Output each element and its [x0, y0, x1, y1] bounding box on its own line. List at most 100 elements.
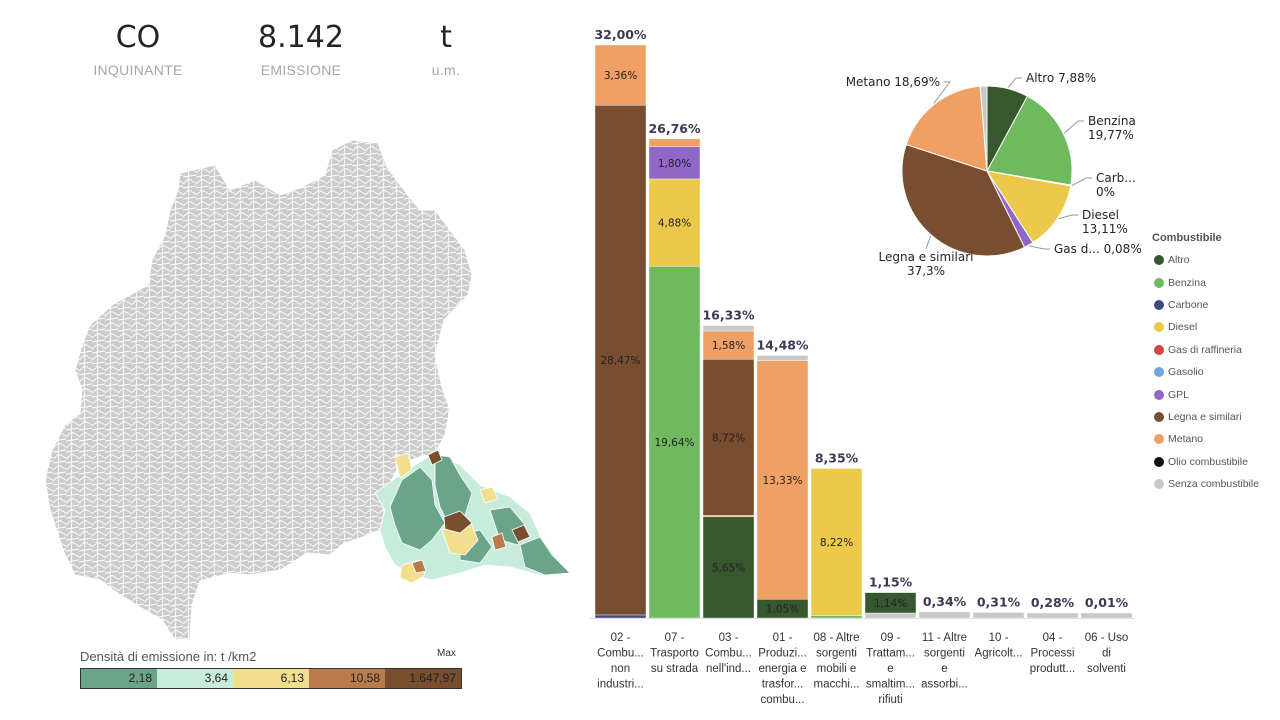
kpi-emission-value: 8.142 [258, 20, 344, 55]
bar-segment-label: 1,14% [874, 598, 907, 610]
bar-segment[interactable] [702, 515, 755, 518]
category-tick-label: 06 - Uso [1085, 632, 1128, 644]
bar-segment[interactable] [702, 359, 755, 516]
bar-segment[interactable] [810, 615, 863, 619]
bar-total-label: 16,33% [702, 308, 755, 323]
bar-segment[interactable] [648, 178, 701, 267]
fuel-legend-label: Senza combustibile [1168, 478, 1260, 491]
map-legend-segment[interactable]: 1.647,97 [385, 669, 461, 688]
bar-segment-label: 1,80% [658, 158, 691, 170]
category-tick-label: sorgenti [816, 648, 857, 660]
map-legend-bar[interactable]: 2,18 3,64 6,13 10,58 1.647,97 [80, 668, 462, 689]
category-tick-label: 08 - Altre [813, 632, 859, 644]
fuel-legend-label: Gas di raffineria [1168, 343, 1242, 356]
category-tick-label: Combu... [597, 648, 644, 660]
pie-slice[interactable] [901, 143, 1026, 257]
fuel-legend: Combustibile Altro Benzina Carbone Diesel Ga… [1152, 232, 1259, 495]
fuel-legend-item[interactable]: Senza combustibile [1152, 473, 1259, 495]
bar-segment[interactable] [864, 592, 917, 614]
category-tick-label: Trasporto [650, 648, 699, 660]
pie-leader-line [925, 235, 932, 250]
bar-segment-label: 8,72% [712, 432, 745, 444]
fuel-legend-item[interactable]: Olio combustibile [1152, 451, 1259, 473]
fuel-legend-label: Metano [1168, 433, 1204, 446]
category-tick-label: Produzi... [758, 648, 807, 660]
pie-leader-line [1029, 245, 1050, 250]
bar-segment[interactable] [648, 138, 701, 147]
legend-dot-icon [1154, 344, 1164, 355]
category-tick-label: 02 - [611, 632, 631, 644]
map-legend-max-label: Max [437, 648, 456, 659]
pie-slice-label: 19,77% [1088, 128, 1134, 142]
bar-segment[interactable] [810, 468, 863, 616]
bar-segment[interactable] [1080, 612, 1133, 619]
category-tick-label: 11 - Altre [922, 632, 967, 644]
legend-dot-icon [1154, 255, 1164, 266]
fuel-legend-item[interactable]: Altro [1152, 249, 1259, 271]
bar-segment[interactable] [918, 611, 971, 619]
pie-slice-label: 37,3% [907, 264, 945, 278]
category-tick-label: mobili e [817, 663, 857, 675]
pie-slice-label: Legna e similari [878, 250, 973, 264]
pie-slice[interactable] [979, 85, 988, 172]
region-map[interactable] [40, 135, 580, 645]
pie-slice[interactable] [986, 95, 1073, 186]
fuel-legend-item[interactable]: Metano [1152, 428, 1259, 450]
bar-segment[interactable] [702, 325, 755, 332]
fuel-legend-item[interactable]: Carbone [1152, 294, 1259, 316]
bar-segment[interactable] [1026, 612, 1079, 619]
category-tick-label: 04 - [1043, 632, 1063, 644]
fuel-legend-label: Altro [1168, 254, 1190, 267]
map-legend-segment[interactable]: 3,64 [157, 669, 233, 688]
map-legend-title: Densità di emissione in: t /km2 [80, 649, 257, 664]
bar-segment[interactable] [864, 612, 917, 619]
fuel-legend-item[interactable]: Gasolio [1152, 361, 1259, 383]
fuel-legend-item[interactable]: GPL [1152, 383, 1259, 405]
pie-slice[interactable] [905, 85, 988, 172]
bar-segment-label: 3,36% [604, 70, 637, 82]
bar-segment[interactable] [702, 330, 755, 360]
bar-segment-label: 4,88% [658, 218, 691, 230]
category-tick-label: trasfor... [762, 679, 804, 691]
bar-segment[interactable] [594, 104, 647, 616]
bar-segment-label: 19,64% [654, 437, 694, 449]
bar-segment[interactable] [648, 146, 701, 180]
map-legend-segment[interactable]: 10,58 [309, 669, 385, 688]
legend-dot-icon [1154, 277, 1164, 288]
pie-leader-line [1071, 177, 1092, 187]
category-tick-label: energia e [759, 663, 807, 675]
bar-segment[interactable] [594, 614, 647, 619]
category-tick-label: rifiuti [878, 694, 902, 706]
bar-segment[interactable] [594, 44, 647, 106]
legend-dot-icon [1154, 456, 1164, 467]
fuel-legend-item[interactable]: Gas di raffineria [1152, 339, 1259, 361]
pie-slice-label: 0% [1096, 185, 1115, 199]
pie-slice-label: Benzina [1088, 114, 1136, 128]
fuel-legend-label: Olio combustibile [1168, 455, 1248, 468]
pie-slice-label: Diesel [1082, 208, 1119, 222]
fuel-legend-label: Benzina [1168, 276, 1206, 289]
bar-segment[interactable] [756, 360, 809, 600]
kpi-emission: 8.142 EMISSIONE [231, 18, 371, 78]
fuel-legend-label: GPL [1168, 388, 1190, 401]
map-legend-segment[interactable]: 2,18 [81, 669, 157, 688]
map-legend-segment[interactable]: 6,13 [233, 669, 309, 688]
bar-segment[interactable] [702, 516, 755, 619]
category-tick-label: industri... [597, 679, 644, 691]
bar-segment[interactable] [972, 612, 1025, 619]
bar-segment-label: 1,05% [766, 604, 799, 616]
legend-dot-icon [1154, 479, 1164, 490]
fuel-legend-item[interactable]: Legna e similari [1152, 406, 1259, 428]
category-tick-label: macchi... [813, 679, 859, 691]
fuel-legend-item[interactable]: Benzina [1152, 271, 1259, 293]
province-highlight[interactable] [374, 449, 571, 584]
legend-dot-icon [1154, 434, 1164, 445]
pie-slice[interactable] [985, 170, 1072, 244]
fuel-legend-label: Diesel [1168, 321, 1198, 334]
fuel-legend-item[interactable]: Diesel [1152, 316, 1259, 338]
bar-segment[interactable] [648, 266, 701, 619]
category-tick-label: smaltim... [866, 679, 915, 691]
bar-segment[interactable] [756, 355, 809, 361]
bar-segment-label: 28,47% [600, 355, 640, 367]
